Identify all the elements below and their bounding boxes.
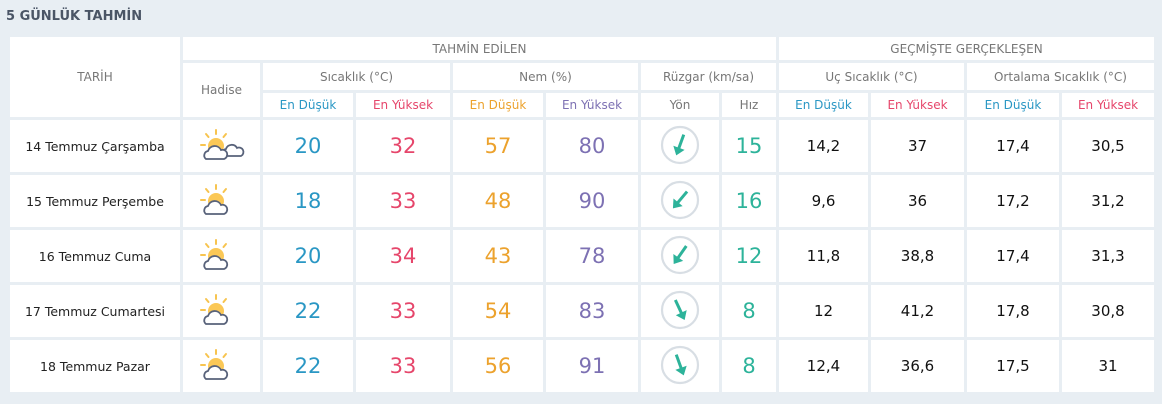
ort-max: 31,3 (1062, 230, 1154, 282)
humidity-min: 56 (453, 340, 543, 392)
header-ort-max: En Yüksek (1062, 93, 1154, 117)
header-t-max: En Yüksek (356, 93, 450, 117)
forecast-table: TARİH TAHMİN EDİLEN GEÇMİŞTE GERÇEKLEŞEN… (7, 34, 1157, 395)
humidity-max: 83 (546, 285, 638, 337)
ort-min: 17,8 (967, 285, 1059, 337)
wind-direction (641, 340, 719, 392)
humidity-min: 57 (453, 120, 543, 172)
date-cell: 17 Temmuz Cumartesi (10, 285, 180, 337)
header-uc-min: En Düşük (779, 93, 868, 117)
uc-max: 37 (871, 120, 964, 172)
wind-speed: 16 (722, 175, 776, 227)
uc-max: 38,8 (871, 230, 964, 282)
wind-direction (641, 230, 719, 282)
wind-direction (641, 175, 719, 227)
partly-cloudy-icon (198, 183, 246, 220)
header-ruzgar: Rüzgar (km/sa) (641, 63, 776, 90)
header-gecmis: GEÇMİŞTE GERÇEKLEŞEN (779, 37, 1154, 60)
uc-max: 41,2 (871, 285, 964, 337)
temp-max: 33 (356, 175, 450, 227)
header-tarih: TARİH (10, 37, 180, 117)
partly-cloudy-icon (198, 293, 246, 330)
header-sicaklik: Sıcaklık (°C) (263, 63, 450, 90)
header-t-min: En Düşük (263, 93, 353, 117)
uc-max: 36 (871, 175, 964, 227)
header-ortalama: Ortalama Sıcaklık (°C) (967, 63, 1154, 90)
table-row: 15 Temmuz Perşembe 18 33 48 90 16 9,6 36… (10, 175, 1154, 227)
table-row: 17 Temmuz Cumartesi 22 33 54 83 8 12 41,… (10, 285, 1154, 337)
weather-cell (183, 120, 260, 172)
partly-cloudy-icon (198, 238, 246, 275)
wind-direction-arrow-icon (660, 235, 700, 274)
uc-min: 14,2 (779, 120, 868, 172)
humidity-max: 78 (546, 230, 638, 282)
wind-direction-arrow-icon (660, 180, 700, 219)
ort-min: 17,2 (967, 175, 1059, 227)
header-uc: Uç Sıcaklık (°C) (779, 63, 964, 90)
uc-max: 36,6 (871, 340, 964, 392)
header-h-min: En Düşük (453, 93, 543, 117)
table-row: 18 Temmuz Pazar 22 33 56 91 8 12,4 36,6 … (10, 340, 1154, 392)
weather-cell (183, 175, 260, 227)
table-row: 16 Temmuz Cuma 20 34 43 78 12 11,8 38,8 … (10, 230, 1154, 282)
temp-max: 34 (356, 230, 450, 282)
header-yon: Yön (641, 93, 719, 117)
date-cell: 15 Temmuz Perşembe (10, 175, 180, 227)
temp-min: 22 (263, 340, 353, 392)
date-cell: 14 Temmuz Çarşamba (10, 120, 180, 172)
humidity-max: 91 (546, 340, 638, 392)
wind-speed: 8 (722, 285, 776, 337)
temp-min: 20 (263, 230, 353, 282)
humidity-min: 43 (453, 230, 543, 282)
ort-max: 31 (1062, 340, 1154, 392)
header-uc-max: En Yüksek (871, 93, 964, 117)
wind-direction (641, 285, 719, 337)
header-tahmin: TAHMİN EDİLEN (183, 37, 776, 60)
uc-min: 9,6 (779, 175, 868, 227)
humidity-max: 90 (546, 175, 638, 227)
uc-min: 12 (779, 285, 868, 337)
temp-max: 33 (356, 340, 450, 392)
section-title: 5 GÜNLÜK TAHMİN (6, 9, 143, 24)
wind-direction (641, 120, 719, 172)
wind-speed: 15 (722, 120, 776, 172)
temp-max: 33 (356, 285, 450, 337)
header-h-max: En Yüksek (546, 93, 638, 117)
header-hadise: Hadise (183, 63, 260, 117)
ort-min: 17,4 (967, 120, 1059, 172)
weather-cell (183, 340, 260, 392)
temp-min: 18 (263, 175, 353, 227)
ort-max: 30,5 (1062, 120, 1154, 172)
humidity-max: 80 (546, 120, 638, 172)
weather-cell (183, 230, 260, 282)
ort-max: 30,8 (1062, 285, 1154, 337)
wind-direction-arrow-icon (660, 125, 700, 164)
uc-min: 12,4 (779, 340, 868, 392)
wind-speed: 8 (722, 340, 776, 392)
uc-min: 11,8 (779, 230, 868, 282)
wind-direction-arrow-icon (660, 290, 700, 329)
partly-cloudy-icon (198, 348, 246, 385)
date-cell: 16 Temmuz Cuma (10, 230, 180, 282)
header-ort-min: En Düşük (967, 93, 1059, 117)
wind-direction-arrow-icon (660, 345, 700, 384)
temp-min: 22 (263, 285, 353, 337)
weather-cell (183, 285, 260, 337)
header-nem: Nem (%) (453, 63, 638, 90)
header-hiz: Hız (722, 93, 776, 117)
ort-max: 31,2 (1062, 175, 1154, 227)
date-cell: 18 Temmuz Pazar (10, 340, 180, 392)
table-row: 14 Temmuz Çarşamba 20 32 57 80 15 14,2 3… (10, 120, 1154, 172)
temp-min: 20 (263, 120, 353, 172)
humidity-min: 48 (453, 175, 543, 227)
temp-max: 32 (356, 120, 450, 172)
partly-cloudy-icon (198, 128, 246, 165)
humidity-min: 54 (453, 285, 543, 337)
wind-speed: 12 (722, 230, 776, 282)
ort-min: 17,4 (967, 230, 1059, 282)
ort-min: 17,5 (967, 340, 1059, 392)
